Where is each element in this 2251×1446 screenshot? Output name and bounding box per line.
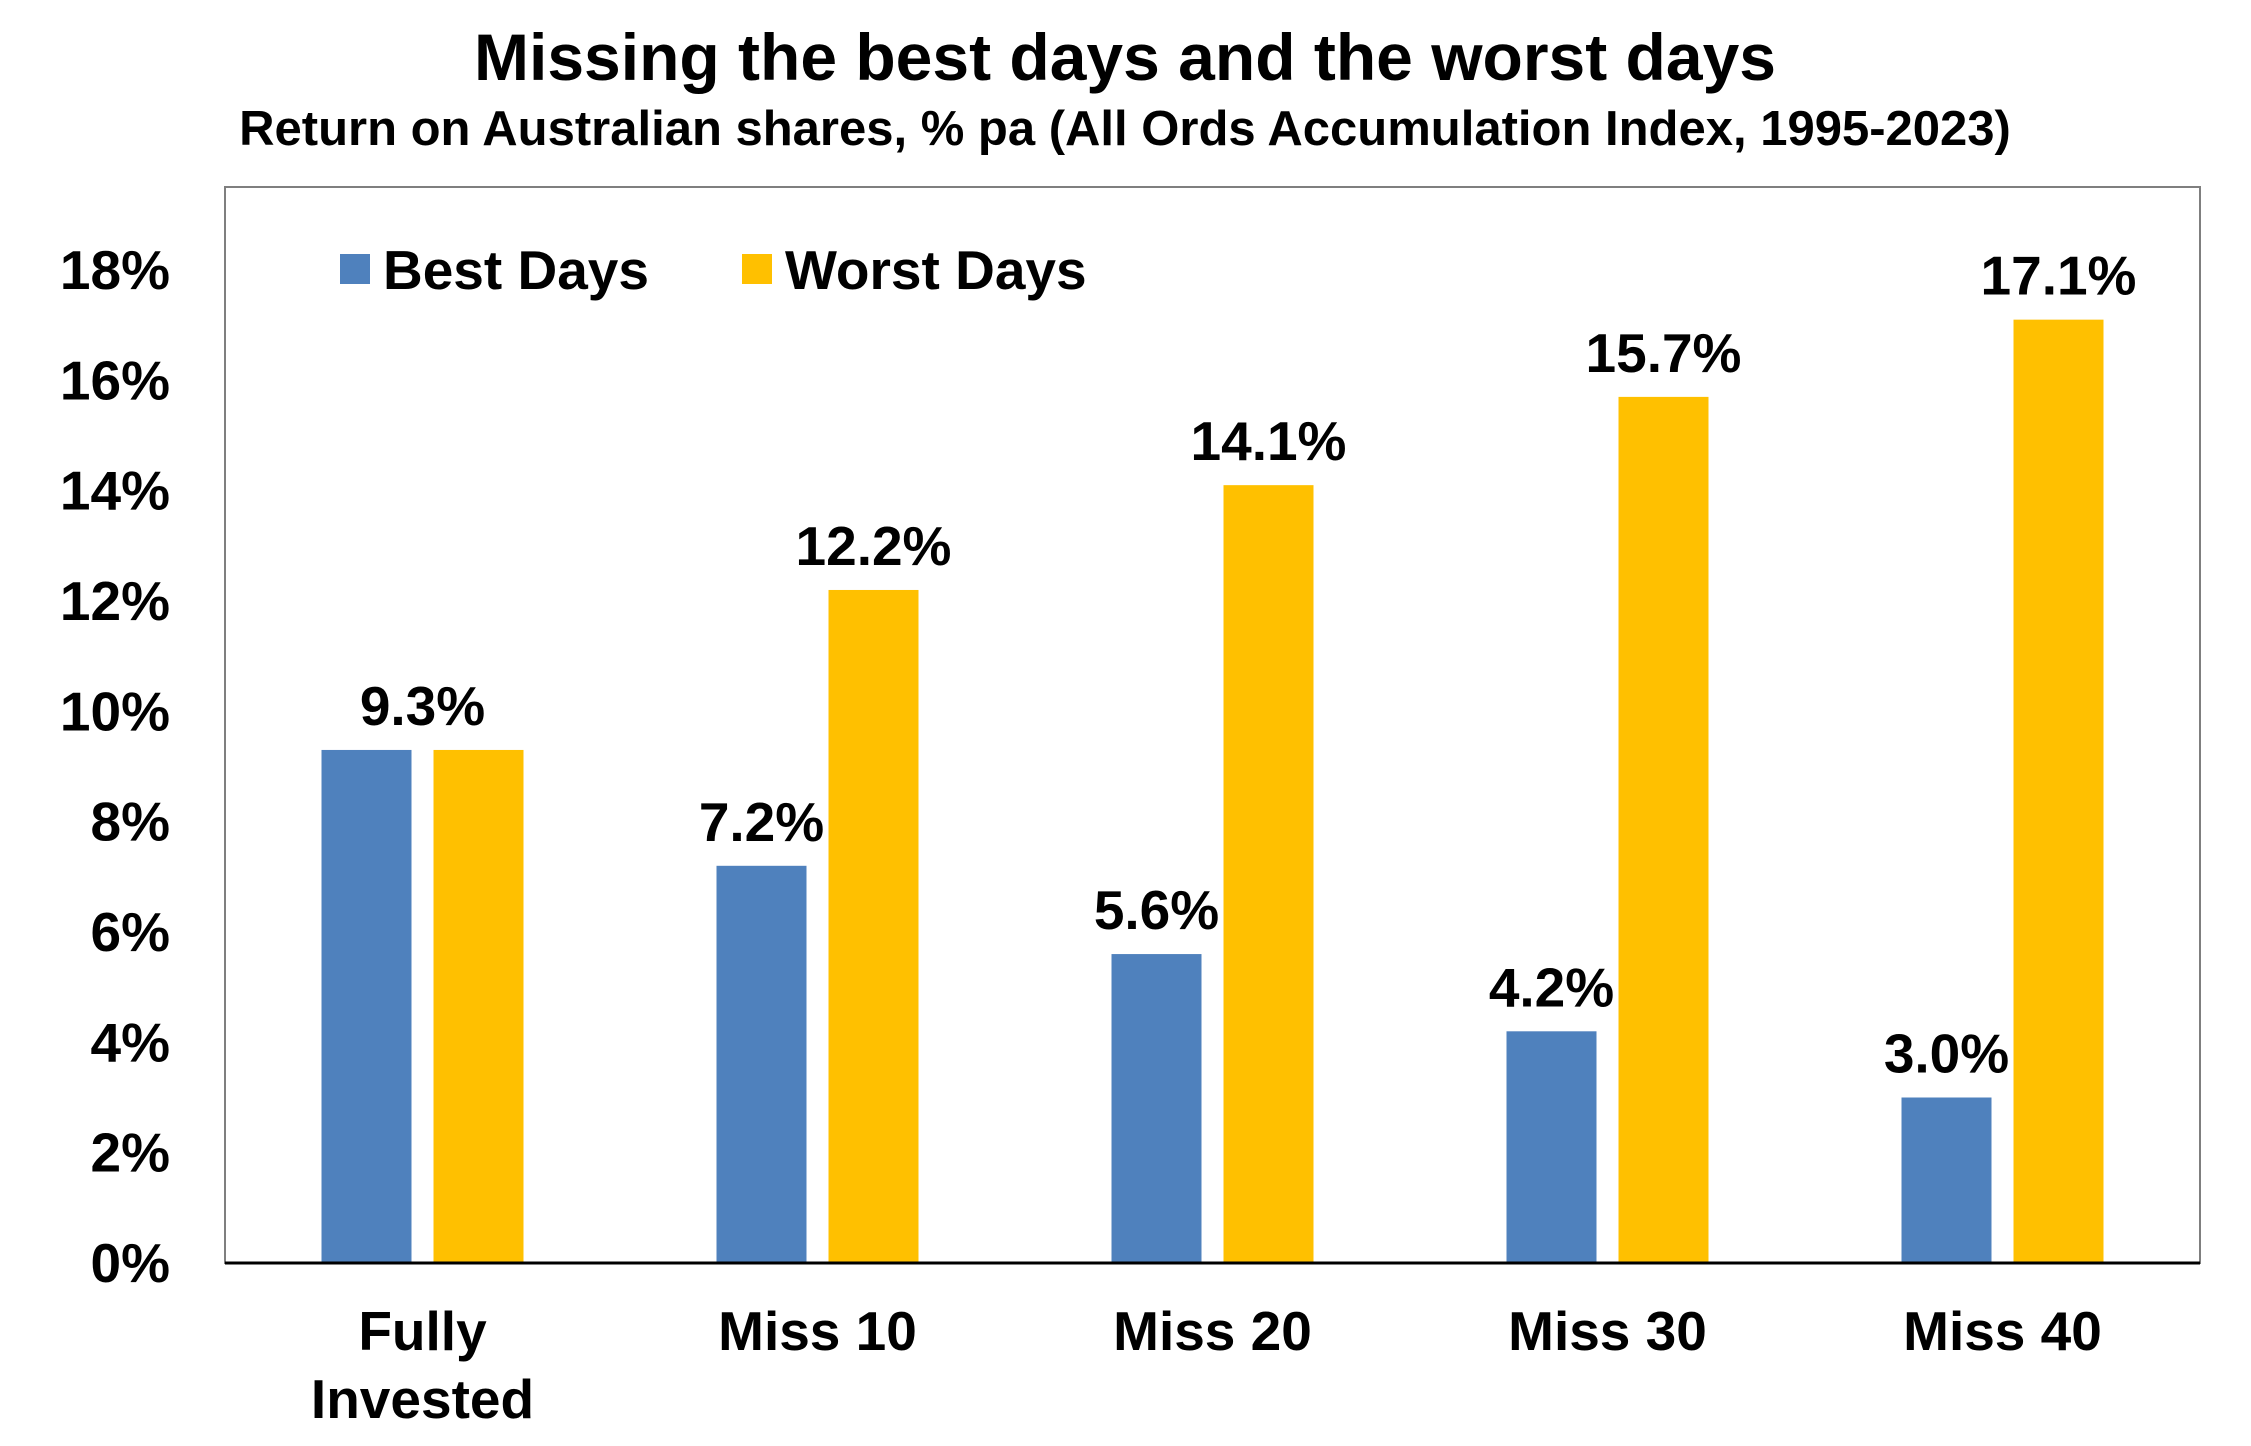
x-category-label: Fully <box>358 1300 487 1362</box>
y-tick-label: 16% <box>60 349 170 411</box>
bar-worst-days <box>1618 396 1709 1264</box>
data-label: 12.2% <box>796 515 952 577</box>
data-label: 7.2% <box>699 791 824 853</box>
data-label: 9.3% <box>360 675 485 737</box>
y-tick-label: 2% <box>91 1122 171 1184</box>
x-category-label: Miss 10 <box>718 1300 917 1362</box>
y-tick-label: 4% <box>91 1011 171 1073</box>
bar-best-days <box>1506 1031 1597 1263</box>
data-label: 15.7% <box>1586 322 1742 384</box>
bar-best-days <box>716 865 807 1263</box>
plot-area <box>224 186 2201 1264</box>
data-label: 3.0% <box>1884 1023 2009 1085</box>
chart-subtitle: Return on Australian shares, % pa (All O… <box>239 102 2011 156</box>
y-tick-label: 8% <box>91 791 171 853</box>
x-category-label: Miss 40 <box>1903 1300 2102 1362</box>
bar-worst-days <box>433 749 524 1263</box>
y-tick-label: 12% <box>60 570 170 632</box>
legend-label: Best Days <box>383 239 649 301</box>
data-label: 14.1% <box>1191 410 1347 472</box>
x-category-label: Miss 20 <box>1113 1300 1312 1362</box>
bar-worst-days <box>1223 485 1314 1263</box>
legend-swatch <box>340 254 370 284</box>
x-category-label: Miss 30 <box>1508 1300 1707 1362</box>
y-tick-label: 0% <box>91 1232 171 1294</box>
bar-best-days <box>1901 1097 1992 1263</box>
chart-title: Missing the best days and the worst days <box>474 20 1776 94</box>
y-tick-label: 10% <box>60 680 170 742</box>
data-label: 5.6% <box>1094 879 1219 941</box>
bar-worst-days <box>828 589 919 1263</box>
bar-best-days <box>321 749 412 1263</box>
x-category-label: Invested <box>311 1368 534 1430</box>
bar-worst-days <box>2013 319 2104 1263</box>
y-tick-label: 18% <box>60 239 170 301</box>
data-label: 17.1% <box>1981 245 2137 307</box>
legend-label: Worst Days <box>785 239 1087 301</box>
bar-best-days <box>1111 954 1202 1263</box>
legend-swatch <box>742 254 772 284</box>
y-tick-label: 14% <box>60 460 170 522</box>
y-tick-label: 6% <box>91 901 171 963</box>
data-label: 4.2% <box>1489 956 1614 1018</box>
